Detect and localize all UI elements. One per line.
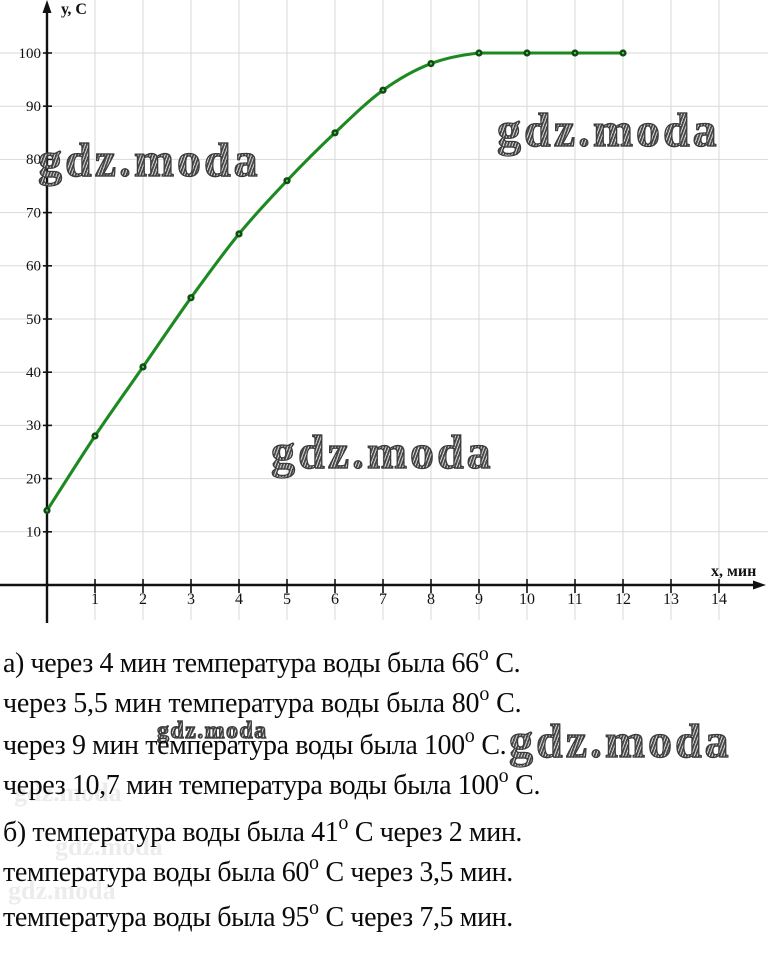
- svg-text:40: 40: [26, 365, 41, 381]
- svg-text:7: 7: [379, 591, 387, 608]
- svg-text:4: 4: [235, 591, 243, 608]
- svg-text:100: 100: [19, 46, 42, 62]
- svg-text:1: 1: [91, 591, 99, 608]
- svg-text:10: 10: [26, 525, 41, 541]
- svg-text:10: 10: [519, 591, 535, 608]
- svg-text:3: 3: [187, 591, 195, 608]
- svg-text:90: 90: [26, 99, 41, 115]
- svg-text:6: 6: [331, 591, 339, 608]
- svg-text:8: 8: [427, 591, 435, 608]
- svg-text:2: 2: [139, 591, 147, 608]
- svg-text:9: 9: [475, 591, 483, 608]
- svg-text:12: 12: [615, 591, 631, 608]
- svg-text:70: 70: [26, 206, 41, 222]
- svg-text:14: 14: [711, 591, 727, 608]
- svg-text:у, С: у, С: [61, 1, 87, 18]
- svg-text:20: 20: [26, 472, 41, 488]
- svg-text:х, мин: х, мин: [711, 563, 756, 580]
- svg-text:60: 60: [26, 259, 41, 275]
- svg-text:13: 13: [663, 591, 679, 608]
- svg-text:11: 11: [567, 591, 582, 608]
- svg-text:5: 5: [283, 591, 291, 608]
- svg-text:50: 50: [26, 312, 41, 328]
- svg-text:80: 80: [26, 152, 41, 168]
- svg-text:30: 30: [26, 418, 41, 434]
